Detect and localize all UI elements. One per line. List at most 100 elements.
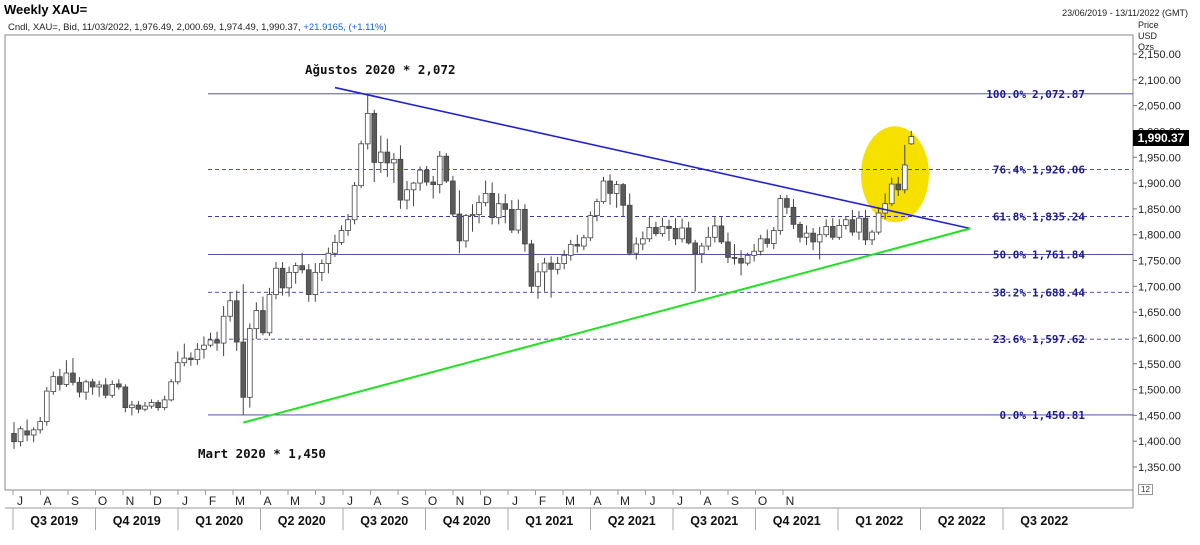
candle-body-up [843, 219, 849, 226]
candle [129, 400, 135, 416]
candle-body-down [895, 183, 902, 191]
candle [207, 332, 214, 348]
upper-trendline[interactable] [334, 86, 971, 230]
candle-body-down [489, 192, 495, 219]
y-tick-label: 1,600.00 [1138, 333, 1181, 345]
candle [790, 199, 797, 230]
candle-body-up [168, 381, 175, 401]
month-label: S [731, 494, 739, 508]
candle-body-up [587, 215, 594, 239]
candle [319, 259, 325, 282]
candle-body-down [829, 226, 836, 238]
candle-body-up [63, 372, 70, 385]
candle-body-down [233, 300, 240, 343]
candle-body-up [109, 383, 116, 396]
candle-body-down [240, 341, 247, 398]
candle [220, 305, 227, 357]
candle [843, 217, 849, 230]
candle [757, 234, 764, 256]
axis-scroll-indicator[interactable]: 12 [1138, 484, 1153, 495]
candle [142, 401, 148, 412]
candle [849, 209, 856, 236]
candle-body-up [227, 300, 233, 317]
candle-body-down [430, 181, 436, 186]
candle-body-up [751, 250, 757, 256]
candle [856, 210, 862, 240]
candle-body-down [797, 223, 803, 238]
candle [292, 262, 299, 284]
candle [862, 209, 869, 246]
candle [384, 138, 391, 177]
candle-body-down [456, 213, 463, 242]
quarter-label: Q2 2020 [278, 514, 326, 528]
candle-body-up [640, 238, 646, 245]
candle [260, 296, 266, 336]
fib-pct-label: 61.8% [993, 210, 1026, 223]
candle-body-up [391, 158, 397, 164]
month-label: A [373, 494, 381, 508]
candle [731, 243, 738, 265]
fib-value-label: 1,835.24 [1032, 210, 1085, 223]
candle [155, 399, 161, 411]
candle-body-up [325, 252, 332, 264]
quarter-label: Q4 2019 [113, 514, 161, 528]
candle [456, 190, 463, 254]
fib-value-label: 2,072.87 [1032, 88, 1085, 101]
candle [495, 193, 502, 225]
candle-body-up [888, 183, 895, 205]
candle [364, 94, 371, 150]
candle-body-up [823, 226, 829, 236]
candle-body-down [443, 155, 450, 182]
candle [764, 229, 771, 248]
candle-body-up [17, 428, 24, 443]
candle-body-down [718, 225, 725, 243]
candle-body-up [345, 219, 351, 231]
candle-body-up [561, 254, 567, 264]
candle [174, 351, 181, 385]
candle [908, 130, 915, 145]
y-tick-label: 1,950.00 [1138, 152, 1181, 164]
candle [476, 195, 482, 224]
candle-body-down [862, 217, 869, 241]
fib-pct-label: 76.4% [993, 164, 1026, 177]
candle [50, 371, 57, 395]
month-label: N [456, 494, 465, 508]
y-tick-label: 2,100.00 [1138, 75, 1181, 87]
candle [666, 219, 672, 241]
candle [594, 198, 600, 222]
candle-body-up [875, 212, 882, 233]
fib-pct-label: 23.6% [993, 333, 1026, 346]
candle [305, 264, 312, 302]
candle [587, 211, 594, 241]
currency-label: USD [1138, 31, 1158, 41]
y-tick-label: 2,050.00 [1138, 101, 1181, 113]
quarter-label: Q4 2021 [773, 514, 821, 528]
candle [829, 218, 836, 240]
candle [784, 194, 790, 215]
candle [777, 194, 784, 235]
month-label: J [650, 494, 656, 508]
y-tick-label: 1,550.00 [1138, 359, 1181, 371]
fib-value-label: 1,688.44 [1032, 286, 1085, 299]
quarter-label: Q3 2021 [690, 514, 738, 528]
lower-trendline[interactable] [242, 227, 971, 424]
month-label: J [512, 494, 518, 508]
candle [607, 174, 613, 205]
candle [17, 426, 24, 447]
month-label: D [483, 494, 492, 508]
candle-body-up [712, 225, 718, 238]
candle [679, 218, 685, 243]
candle [410, 182, 417, 207]
fib-pct-label: 50.0% [993, 248, 1026, 261]
candle-body-up [594, 201, 600, 216]
candle [522, 204, 528, 252]
candle [502, 193, 509, 224]
fib-value-label: 1,761.84 [1032, 248, 1085, 261]
month-label: J [347, 494, 353, 508]
candle-body-down [548, 262, 554, 270]
candle [312, 263, 319, 302]
candle-body-down [299, 265, 305, 271]
candle-body-up [246, 328, 253, 398]
candle [640, 231, 646, 251]
